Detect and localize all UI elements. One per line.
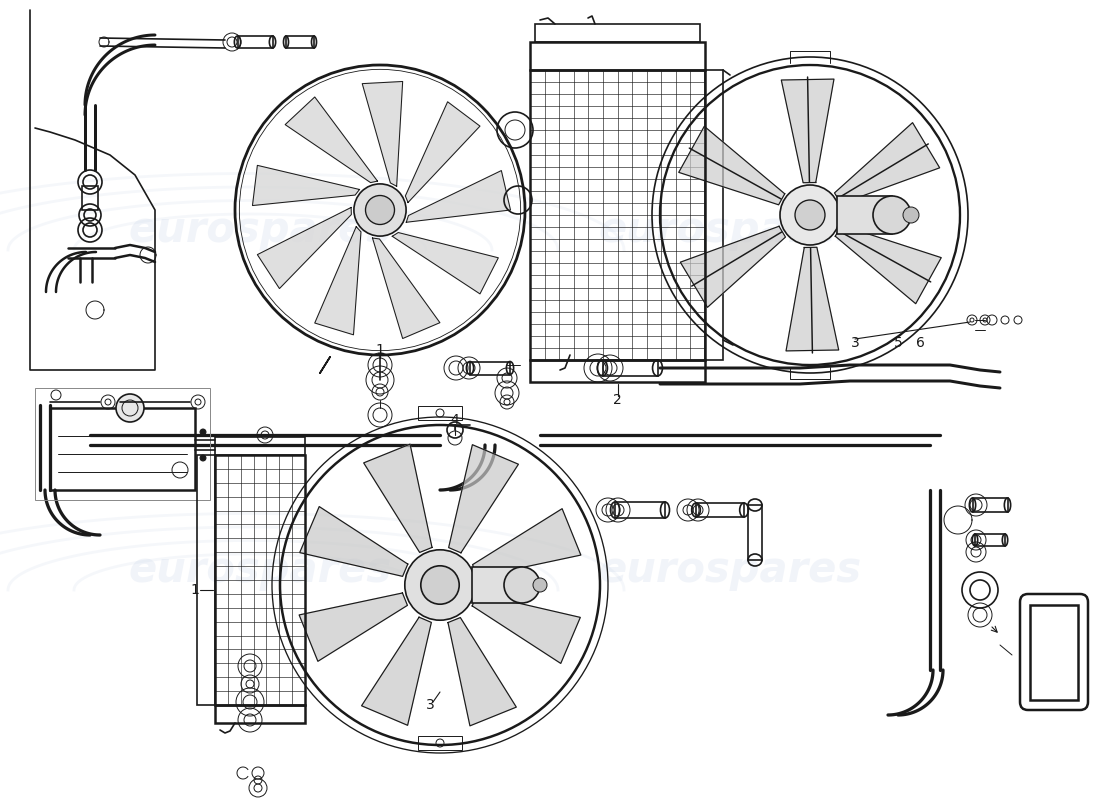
Polygon shape — [406, 170, 510, 222]
Circle shape — [903, 207, 918, 223]
Bar — [286, 36, 313, 48]
Circle shape — [873, 196, 911, 234]
Circle shape — [534, 578, 547, 592]
Bar — [530, 42, 705, 70]
Circle shape — [421, 566, 459, 604]
Polygon shape — [473, 509, 581, 577]
Polygon shape — [679, 126, 784, 205]
Circle shape — [200, 455, 206, 461]
Bar — [696, 503, 744, 517]
Bar — [1030, 605, 1078, 700]
Bar — [615, 502, 666, 518]
Circle shape — [405, 550, 475, 620]
Polygon shape — [257, 207, 351, 289]
Polygon shape — [315, 226, 361, 335]
Polygon shape — [448, 618, 516, 726]
Polygon shape — [472, 594, 581, 663]
Polygon shape — [373, 238, 440, 338]
Circle shape — [354, 184, 406, 236]
Bar — [975, 534, 1005, 546]
Polygon shape — [449, 445, 518, 553]
Circle shape — [504, 567, 540, 603]
Bar — [214, 437, 305, 455]
Bar — [418, 736, 462, 750]
Polygon shape — [362, 618, 431, 726]
Text: 2: 2 — [613, 393, 621, 407]
Bar — [705, 70, 723, 360]
Polygon shape — [835, 122, 939, 204]
Bar — [238, 36, 273, 48]
Text: 1: 1 — [375, 343, 384, 357]
Polygon shape — [299, 593, 407, 662]
Bar — [472, 567, 522, 603]
Polygon shape — [362, 82, 403, 186]
Circle shape — [795, 200, 825, 230]
Text: eurospares: eurospares — [598, 209, 861, 251]
Bar — [418, 406, 462, 420]
Polygon shape — [786, 247, 838, 351]
Bar — [748, 505, 762, 560]
Bar — [603, 360, 658, 376]
Bar — [214, 455, 305, 705]
Bar — [197, 455, 215, 705]
Text: eurospares: eurospares — [598, 549, 861, 591]
Text: eurospares: eurospares — [129, 549, 392, 591]
Circle shape — [116, 394, 144, 422]
Text: 3: 3 — [426, 698, 434, 712]
Text: 1: 1 — [190, 583, 199, 597]
Bar — [972, 498, 1008, 512]
Circle shape — [780, 185, 840, 245]
Polygon shape — [680, 226, 785, 307]
Polygon shape — [364, 444, 432, 553]
Bar — [214, 705, 305, 723]
Text: 6: 6 — [915, 336, 924, 350]
Polygon shape — [253, 166, 360, 206]
Bar — [837, 196, 892, 234]
Text: 5: 5 — [893, 336, 902, 350]
Circle shape — [200, 429, 206, 435]
Polygon shape — [285, 97, 377, 182]
Polygon shape — [406, 102, 480, 202]
Text: 3: 3 — [850, 336, 859, 350]
Bar — [35, 388, 210, 500]
Polygon shape — [299, 506, 408, 576]
Circle shape — [365, 195, 395, 225]
Polygon shape — [835, 225, 942, 304]
Bar — [530, 70, 705, 360]
Polygon shape — [393, 233, 498, 294]
Bar — [82, 186, 98, 210]
Polygon shape — [781, 79, 834, 182]
Text: 4: 4 — [451, 413, 460, 427]
Bar — [530, 360, 705, 382]
Bar — [535, 24, 700, 42]
Text: eurospares: eurospares — [129, 209, 392, 251]
Bar — [470, 362, 510, 374]
Bar — [50, 408, 195, 490]
